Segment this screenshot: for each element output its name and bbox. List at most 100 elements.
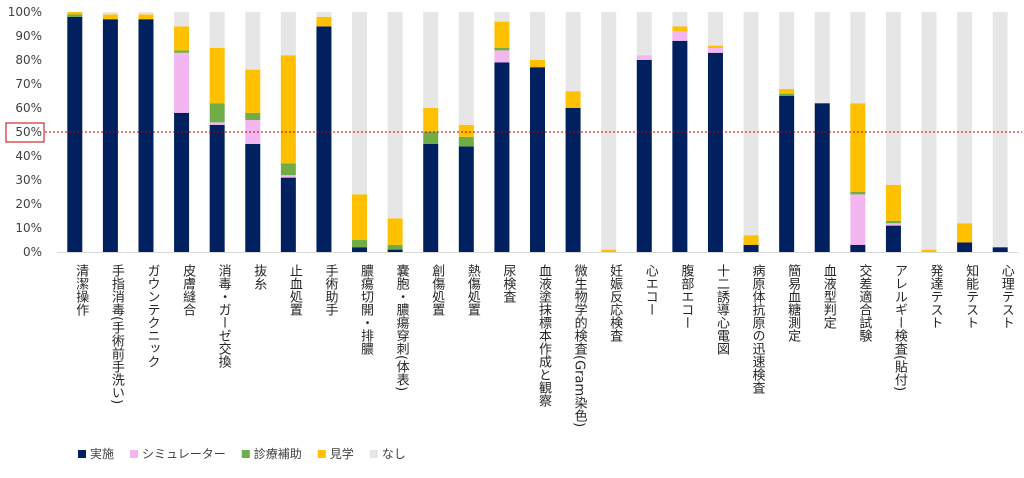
bar-segment [280, 163, 296, 176]
bar-segment [280, 175, 296, 178]
legend-label: シミュレーター [142, 447, 226, 461]
bar-segment [814, 12, 830, 104]
bar-segment [601, 12, 617, 250]
legend-swatch [241, 450, 250, 458]
bar-segment [280, 55, 296, 164]
bar-segment [387, 12, 403, 219]
bar-segment [530, 67, 545, 252]
category-label: 手指消毒(手術前手洗い) [109, 264, 125, 404]
bar-segment [672, 40, 688, 252]
bar-segment [245, 112, 261, 120]
y-tick-label: 20% [15, 197, 42, 211]
bar-segment [245, 120, 261, 144]
bar-segment [885, 220, 901, 224]
bar-segment [636, 55, 652, 60]
y-tick-label: 30% [15, 173, 42, 187]
bar-segment [174, 50, 190, 53]
bar-segment [885, 223, 901, 226]
y-tick-label: 40% [15, 149, 42, 163]
bar-segment [743, 12, 759, 236]
bar-segment [850, 192, 866, 195]
bar-segment [102, 12, 118, 15]
bar-segment [814, 103, 830, 252]
legend-label: 診療補助 [254, 446, 302, 461]
bar-segment [174, 52, 190, 113]
bar-segment [636, 12, 652, 56]
bar-segment [423, 108, 439, 132]
category-label: 心エコー [643, 264, 659, 316]
bar-segment [707, 52, 723, 252]
category-label: 血液塗抹標本作成と観察 [536, 264, 552, 407]
bar-segment [957, 242, 973, 252]
bar-segment [494, 21, 510, 48]
bar-segment [67, 12, 83, 15]
y-tick-label: 60% [15, 101, 42, 115]
bar-segment [992, 12, 1008, 248]
bar-segment [992, 247, 1008, 252]
category-label: 膿瘍切開・排膿 [358, 264, 374, 356]
category-label: アレルギー検査(貼付) [892, 264, 908, 391]
bar-segment [494, 62, 510, 253]
category-label: 知能テスト [963, 263, 979, 329]
category-label: 心理テスト [999, 264, 1015, 329]
y-tick-label: 0% [23, 245, 42, 259]
y-tick-label: 100% [8, 5, 42, 19]
bar-segment [530, 60, 545, 68]
bar-segment [280, 177, 296, 252]
category-label: 嚢胞・膿瘍穿刺(体表) [394, 263, 410, 391]
bar-segment [209, 103, 225, 123]
bar-segment [601, 249, 617, 252]
category-label: 交差適合試験 [856, 263, 872, 343]
bar-segment [423, 132, 439, 144]
bar-segment [352, 194, 368, 240]
legend-swatch [317, 450, 326, 458]
bar-segment [672, 31, 688, 41]
bar-segment [138, 14, 154, 20]
bar-segment [636, 60, 652, 252]
bar-segment [743, 244, 759, 252]
bar-segment [779, 93, 795, 96]
category-label: 簡易血糖測定 [785, 264, 801, 343]
bar-segment [885, 225, 901, 252]
bar-segment [458, 146, 474, 252]
y-tick-highlight-box [5, 122, 45, 143]
bar-segment [138, 19, 154, 253]
bar-segment [957, 12, 973, 224]
bar-segment [423, 144, 439, 252]
y-tick-label: 10% [15, 221, 42, 235]
bar-segment [743, 235, 759, 245]
bar-segment [779, 96, 795, 252]
bar-segment [921, 12, 937, 250]
bar-segment [245, 12, 261, 70]
bar-segment [138, 12, 154, 15]
category-label: 皮膚縫合 [180, 264, 196, 316]
bar-segment [672, 12, 688, 27]
bar-segment [494, 50, 510, 63]
category-label: 腹部エコー [678, 263, 694, 329]
bar-segment [316, 12, 332, 17]
bar-segment [921, 249, 937, 252]
bar-segment [850, 244, 866, 252]
bar-segment [209, 12, 225, 48]
category-label: 発達テスト [928, 264, 944, 329]
category-label: 病原体抗原の迅速検査 [750, 264, 766, 394]
bar-segment [957, 223, 973, 243]
bar-segment [102, 14, 118, 20]
bar-segment [779, 12, 795, 89]
bar-segment [885, 12, 901, 185]
bar-segment [779, 88, 795, 94]
bar-segment [316, 26, 332, 253]
bar-segment [245, 144, 261, 252]
category-label: 妊娠反応検査 [607, 264, 623, 342]
bar-segment [174, 12, 190, 27]
bar-segment [458, 12, 474, 125]
category-label: 十二誘導心電図 [714, 264, 730, 355]
y-tick-label: 80% [15, 53, 42, 67]
bar-segment [458, 124, 474, 137]
bar-segment [352, 240, 368, 248]
bar-segment [707, 12, 723, 46]
bar-segment [707, 45, 723, 48]
legend-swatch [369, 450, 378, 458]
